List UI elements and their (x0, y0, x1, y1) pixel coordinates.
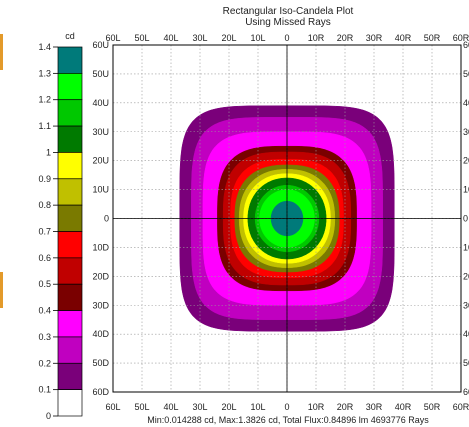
x-tick-label-top: 60L (105, 33, 120, 43)
legend-swatch-5 (57, 178, 83, 206)
legend-swatch-3 (57, 125, 83, 153)
x-tick-label-bottom: 30R (366, 402, 383, 412)
legend-tick-label: 1 (46, 147, 51, 157)
x-tick-label-top: 20R (337, 33, 354, 43)
legend-swatch-0 (57, 46, 83, 74)
left-edge-marker-upper (0, 34, 3, 70)
legend-tick-label: 1.4 (38, 42, 51, 52)
x-tick-label-top: 40R (395, 33, 412, 43)
legend-swatch-6 (57, 204, 83, 232)
y-tick-label-right: 60U (463, 40, 469, 50)
x-tick-label-bottom: 50L (134, 402, 149, 412)
legend-swatch-9 (57, 283, 83, 311)
y-tick-label-right: 40U (463, 98, 469, 108)
x-tick-label-top: 30L (192, 33, 207, 43)
legend-swatch-2 (57, 99, 83, 127)
y-tick-label-left: 10U (92, 185, 109, 195)
x-tick-label-top: 60R (453, 33, 469, 43)
y-tick-label-right: 30U (463, 127, 469, 137)
legend-tick-label: 0.9 (38, 174, 51, 184)
y-tick-label-right: 50D (463, 358, 469, 368)
y-tick-label-right: 50U (463, 69, 469, 79)
y-tick-label-left: 50U (92, 69, 109, 79)
y-tick-label-right: 60D (463, 387, 469, 397)
y-tick-label-left: 20D (92, 271, 109, 281)
legend-tick-label: 0.1 (38, 385, 51, 395)
stats-footer: Min:0.014288 cd, Max:1.3826 cd, Total Fl… (147, 415, 429, 425)
left-edge-marker-lower (0, 272, 3, 308)
legend-tick-label: 0.2 (38, 358, 51, 368)
legend-tick-label: 0.4 (38, 306, 51, 316)
y-tick-label-left: 40D (92, 329, 109, 339)
y-tick-label-left: 30U (92, 127, 109, 137)
legend-unit-label: cd (65, 31, 75, 41)
chart-subtitle: Using Missed Rays (245, 17, 331, 28)
x-tick-label-top: 10R (308, 33, 325, 43)
legend-swatch-1 (57, 73, 83, 101)
x-tick-label-bottom: 60R (453, 402, 469, 412)
y-tick-label-right: 10D (463, 242, 469, 252)
x-tick-label-top: 20L (221, 33, 236, 43)
y-tick-label-right: 0 (463, 214, 468, 224)
x-tick-label-bottom: 30L (192, 402, 207, 412)
x-tick-label-bottom: 40R (395, 402, 412, 412)
y-tick-label-left: 30D (92, 300, 109, 310)
x-tick-label-bottom: 50R (424, 402, 441, 412)
legend-tick-label: 1.3 (38, 68, 51, 78)
y-tick-label-left: 60D (92, 387, 109, 397)
x-tick-label-bottom: 40L (163, 402, 178, 412)
y-tick-label-left: 20U (92, 156, 109, 166)
x-tick-label-top: 0 (284, 33, 289, 43)
x-tick-label-top: 50L (134, 33, 149, 43)
x-tick-label-top: 40L (163, 33, 178, 43)
x-tick-label-bottom: 0 (284, 402, 289, 412)
y-tick-label-left: 0 (104, 214, 109, 224)
tick-labels: 60L 50L 40L 30L 20L 10L 0 10R 20R 30R 40R 50R 60R 60L… (92, 33, 469, 412)
legend-tick-label: 0.3 (38, 332, 51, 342)
legend-tick-label: 1.1 (38, 121, 51, 131)
color-legend: 1.4 1.3 1.2 1.1 1 0.9 0.8 0.7 0.6 0.5 0.4 0.3 0.2 0.1… (38, 42, 83, 421)
x-tick-label-bottom: 10L (250, 402, 265, 412)
legend-swatch-4 (57, 152, 83, 180)
legend-swatch-8 (57, 257, 83, 285)
contour-plot-area (179, 105, 395, 332)
y-tick-label-left: 10D (92, 242, 109, 252)
x-tick-label-bottom: 20R (337, 402, 354, 412)
legend-swatch-12 (57, 362, 83, 390)
y-tick-label-right: 10U (463, 185, 469, 195)
x-tick-label-bottom: 20L (221, 402, 236, 412)
legend-tick-label: 1.2 (38, 95, 51, 105)
x-tick-label-top: 10L (250, 33, 265, 43)
x-tick-label-bottom: 10R (308, 402, 325, 412)
y-tick-label-right: 20U (463, 156, 469, 166)
y-tick-label-right: 20D (463, 271, 469, 281)
axes (112, 44, 462, 393)
x-tick-label-top: 30R (366, 33, 383, 43)
legend-swatch-10 (57, 310, 83, 338)
y-tick-label-right: 30D (463, 300, 469, 310)
legend-swatch-7 (57, 231, 83, 259)
y-tick-label-right: 40D (463, 329, 469, 339)
x-tick-label-bottom: 60L (105, 402, 120, 412)
y-tick-label-left: 60U (92, 40, 109, 50)
legend-tick-label: 0.6 (38, 253, 51, 263)
legend-tick-label: 0 (46, 411, 51, 421)
legend-tick-label: 0.8 (38, 200, 51, 210)
y-tick-label-left: 40U (92, 98, 109, 108)
legend-tick-label: 0.5 (38, 279, 51, 289)
legend-tick-label: 0.7 (38, 227, 51, 237)
y-tick-label-left: 50D (92, 358, 109, 368)
legend-swatch-11 (57, 336, 83, 364)
chart-title: Rectangular Iso-Candela Plot (223, 6, 354, 17)
x-tick-label-top: 50R (424, 33, 441, 43)
legend-swatch-13 (57, 389, 83, 417)
